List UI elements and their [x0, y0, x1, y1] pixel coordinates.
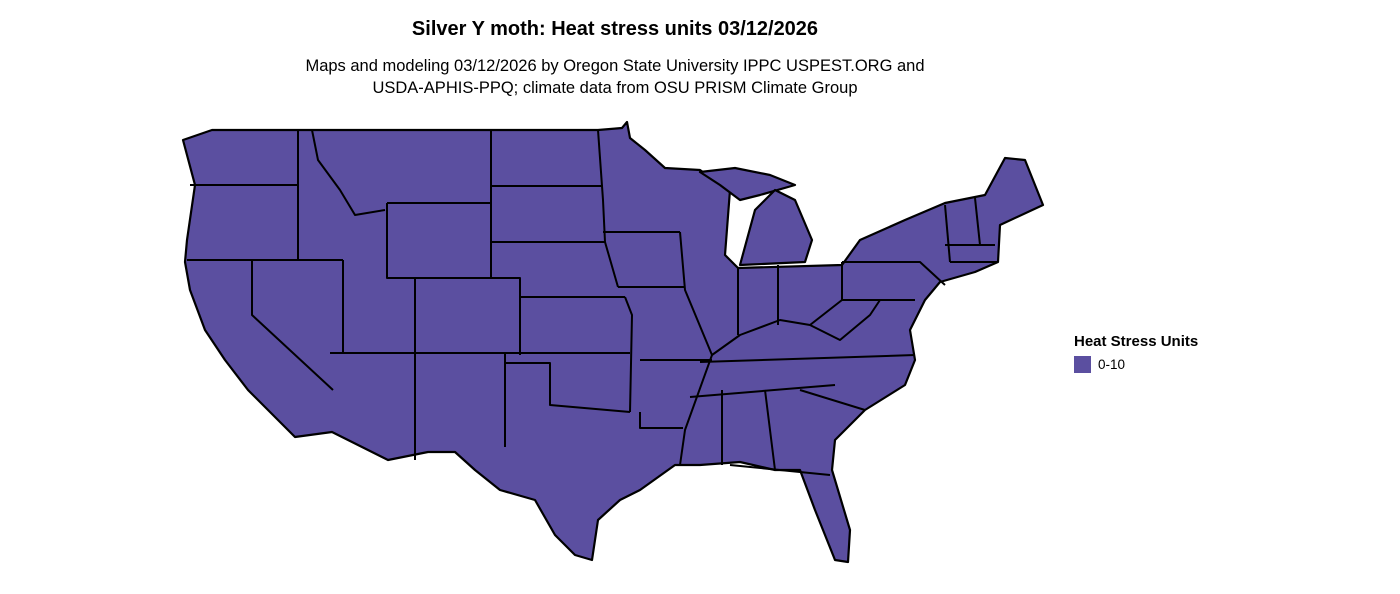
legend-title: Heat Stress Units	[1074, 333, 1199, 350]
subtitle-line-1: Maps and modeling 03/12/2026 by Oregon S…	[305, 57, 925, 75]
map-subtitle: Maps and modeling 03/12/2026 by Oregon S…	[0, 55, 1230, 99]
state-borders	[187, 129, 998, 476]
michigan-upper-peninsula	[698, 166, 797, 202]
legend-label: 0-10	[1098, 357, 1126, 372]
legend-item: 0-10	[1074, 356, 1198, 373]
michigan-lower-peninsula	[738, 188, 814, 267]
map-title: Silver Y moth: Heat stress units 03/12/2…	[411, 18, 819, 40]
subtitle-line-2: USDA-APHIS-PPQ; climate data from OSU PR…	[372, 79, 858, 97]
us-mainland	[181, 120, 1045, 564]
legend-swatch	[1074, 356, 1091, 373]
legend: Heat Stress Units 0-10	[1074, 333, 1198, 373]
